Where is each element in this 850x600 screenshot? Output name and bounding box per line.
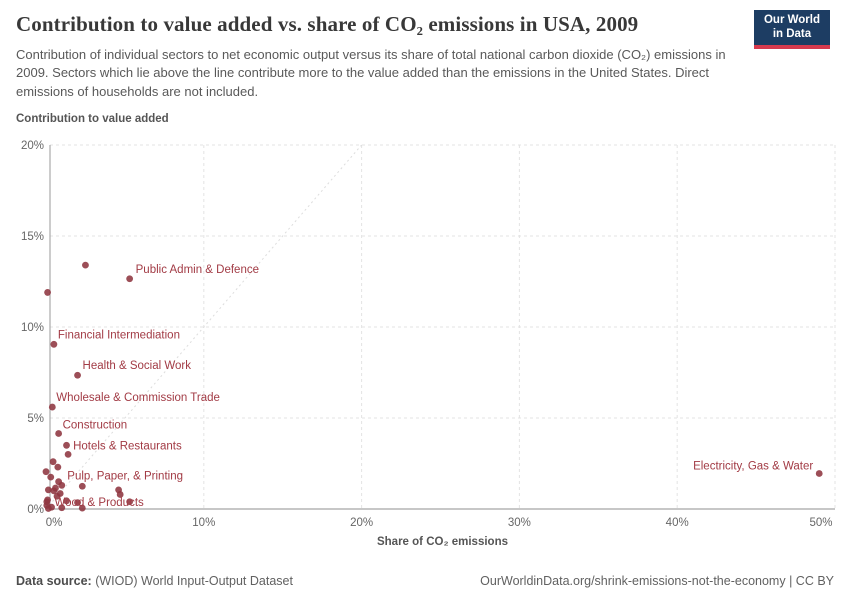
x-tick-label: 10% bbox=[192, 517, 215, 529]
data-source-value: (WIOD) World Input-Output Dataset bbox=[91, 574, 293, 588]
credit-link[interactable]: OurWorldinData.org/shrink-emissions-not-… bbox=[480, 574, 834, 588]
scatter-point[interactable] bbox=[49, 458, 57, 466]
scatter-point[interactable] bbox=[82, 261, 89, 269]
scatter-point-label[interactable]: Construction bbox=[63, 419, 128, 431]
scatter-point[interactable] bbox=[126, 498, 134, 506]
scatter-point-label[interactable]: Wood & Products bbox=[55, 497, 145, 509]
y-axis-title: Contribution to value added bbox=[16, 113, 169, 125]
scatter-point[interactable] bbox=[74, 499, 81, 507]
scatter-point-label[interactable]: Wholesale & Commission Trade bbox=[56, 392, 220, 404]
chart-header: Contribution to value added vs. share of… bbox=[16, 10, 834, 101]
y-tick-label: 5% bbox=[27, 413, 44, 425]
x-tick-label: 30% bbox=[508, 517, 531, 529]
x-tick-label: 20% bbox=[350, 517, 373, 529]
scatter-point-pulp-paper-printing[interactable] bbox=[78, 482, 86, 490]
scatter-point[interactable] bbox=[50, 487, 58, 495]
y-tick-label: 15% bbox=[21, 231, 44, 243]
x-axis-title: Share of CO₂ emissions bbox=[376, 536, 508, 548]
x-tick-label: 50% bbox=[809, 517, 832, 529]
x-tick-label: 0% bbox=[46, 517, 63, 529]
scatter-point[interactable] bbox=[58, 481, 66, 489]
chart-title: Contribution to value added vs. share of… bbox=[16, 12, 639, 36]
owid-logo-text: Our World in Data bbox=[763, 13, 820, 40]
data-source: Data source: (WIOD) World Input-Output D… bbox=[16, 574, 293, 588]
owid-logo[interactable]: Our World in Data bbox=[754, 10, 830, 49]
y-tick-label: 20% bbox=[21, 140, 44, 152]
scatter-point-label[interactable]: Financial Intermediation bbox=[58, 329, 180, 341]
scatter-point-label[interactable]: Hotels & Restaurants bbox=[73, 440, 182, 452]
diagonal-reference-line bbox=[45, 144, 362, 510]
x-tick-label: 40% bbox=[666, 517, 689, 529]
scatter-point-label[interactable]: Pulp, Paper, & Printing bbox=[67, 470, 183, 482]
scatter-point-label[interactable]: Health & Social Work bbox=[83, 360, 192, 372]
scatter-point[interactable] bbox=[44, 486, 52, 494]
scatter-point-label[interactable]: Electricity, Gas & Water bbox=[693, 461, 813, 473]
scatter-point-wood-products[interactable] bbox=[63, 497, 70, 505]
scatter-point[interactable] bbox=[78, 504, 86, 512]
scatter-point-wholesale-commission-trade[interactable] bbox=[48, 403, 56, 411]
scatter-point[interactable] bbox=[54, 463, 62, 471]
scatter-point[interactable] bbox=[44, 505, 52, 512]
scatter-point[interactable] bbox=[44, 289, 51, 296]
chart-subtitle: Contribution of individual sectors to ne… bbox=[16, 47, 726, 99]
scatter-point[interactable] bbox=[47, 473, 55, 481]
scatter-point-label[interactable]: Public Admin & Defence bbox=[136, 264, 259, 276]
scatter-point-health-social-work[interactable] bbox=[74, 371, 81, 379]
scatter-point-electricity-gas-water[interactable] bbox=[815, 470, 823, 477]
y-tick-label: 10% bbox=[21, 322, 44, 334]
scatter-point[interactable] bbox=[58, 504, 66, 512]
scatter-point[interactable] bbox=[116, 491, 124, 498]
scatter-point-financial-intermediation[interactable] bbox=[50, 340, 58, 348]
y-tick-label: 0% bbox=[27, 504, 44, 516]
scatter-point-public-admin-defence[interactable] bbox=[126, 275, 134, 283]
chart-footer: Data source: (WIOD) World Input-Output D… bbox=[16, 574, 834, 588]
scatter-point[interactable] bbox=[42, 468, 50, 476]
scatter-point[interactable] bbox=[63, 441, 70, 449]
scatter-point-hotels-restaurants[interactable] bbox=[64, 451, 72, 458]
scatter-point[interactable] bbox=[53, 492, 61, 500]
scatter-point-construction[interactable] bbox=[55, 430, 63, 437]
data-source-label: Data source: bbox=[16, 574, 92, 588]
